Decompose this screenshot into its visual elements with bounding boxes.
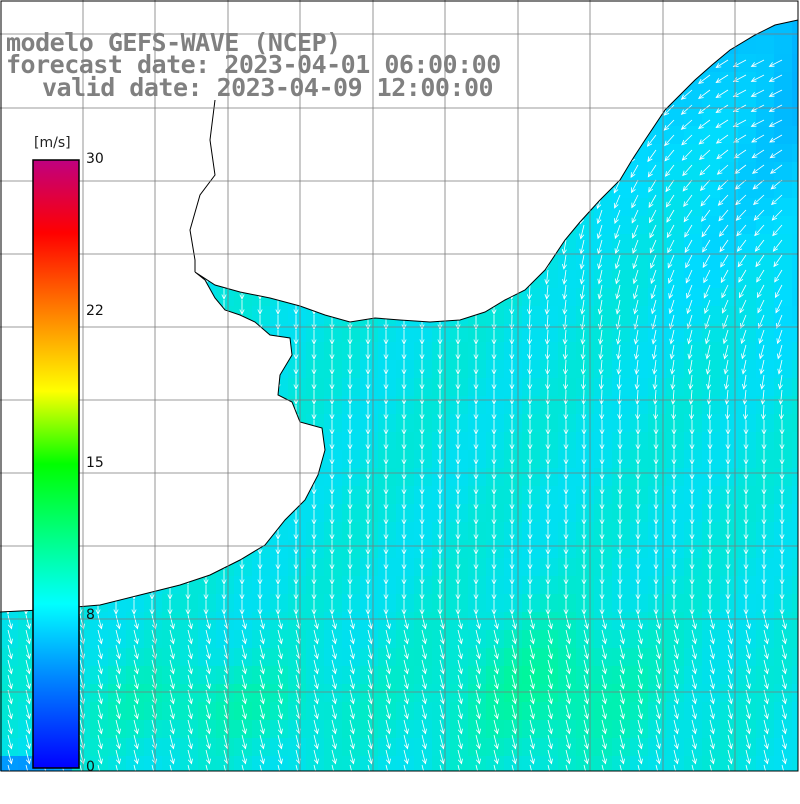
colorbar-tick-22: 22 — [86, 303, 104, 319]
title-valid-date: valid date: 2023-04-09 12:00:00 — [42, 73, 493, 102]
colorbar-tick-30: 30 — [86, 151, 104, 167]
colorbar-unit-label: [m/s] — [34, 135, 71, 151]
colorbar — [33, 160, 79, 768]
colorbar-tick-8: 8 — [86, 607, 95, 623]
colorbar-tick-15: 15 — [86, 455, 104, 471]
colorbar-tick-0: 0 — [86, 759, 95, 775]
